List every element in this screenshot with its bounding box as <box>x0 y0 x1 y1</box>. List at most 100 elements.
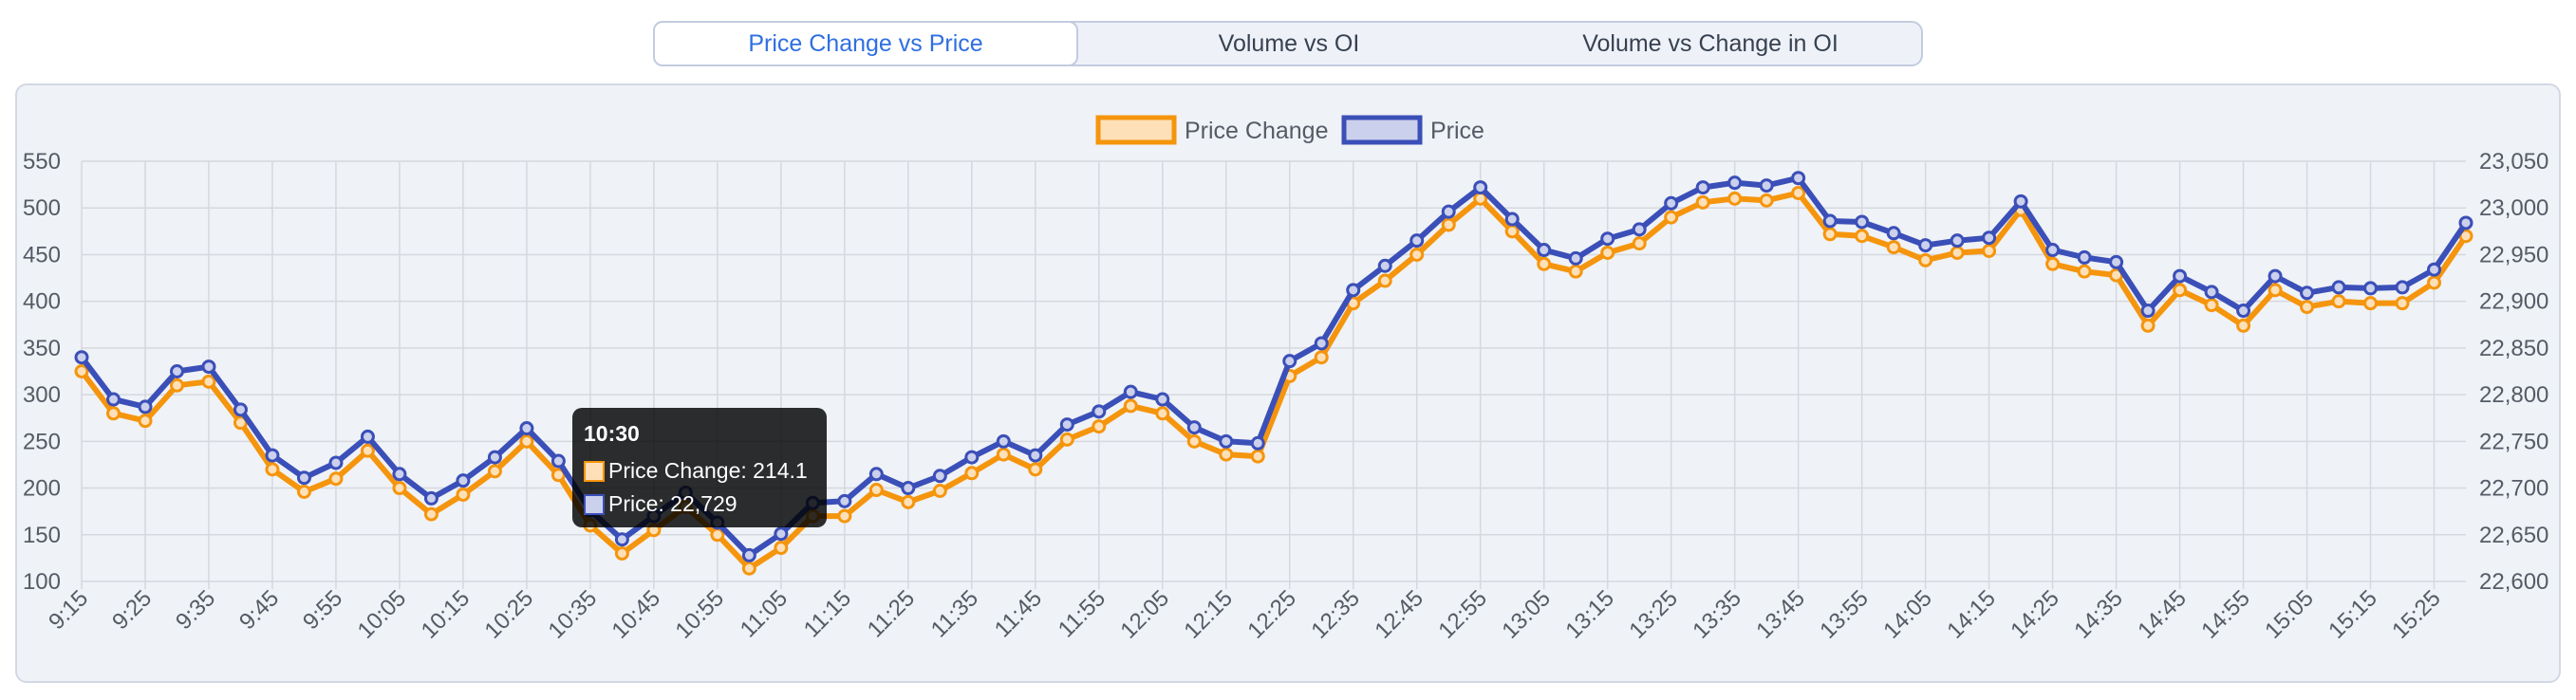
x-tick-label: 12:05 <box>1115 585 1174 644</box>
point-price-change <box>74 364 89 378</box>
point-price <box>1600 231 1615 247</box>
point-price-change <box>1504 224 1520 239</box>
point-price <box>1822 213 1838 229</box>
y-left-tick-label: 350 <box>23 336 61 361</box>
point-price-change <box>1855 229 1870 244</box>
point-price-change <box>1186 433 1202 449</box>
point-price-change <box>1727 191 1743 206</box>
point-price <box>2395 280 2410 295</box>
point-price <box>1886 226 1901 241</box>
point-price-change <box>138 414 153 429</box>
point-price-change <box>1314 350 1329 365</box>
point-price-change <box>2140 318 2156 333</box>
point-price <box>2458 215 2473 230</box>
legend-swatch-price[interactable] <box>1341 115 1423 145</box>
point-price-change <box>868 483 884 498</box>
y-axis-left-ticks: 550 500 450 400 350 300 250 200 150 100 <box>23 149 61 595</box>
y-right-tick-label: 22,800 <box>2479 382 2548 408</box>
x-tick-label: 10:25 <box>480 585 539 644</box>
x-tick-label: 12:35 <box>1306 585 1365 644</box>
point-price <box>837 493 852 508</box>
point-price-change <box>932 484 947 499</box>
y-left-tick-label: 250 <box>23 429 61 454</box>
series-line-price-change <box>79 190 2469 572</box>
point-price <box>74 350 89 365</box>
point-price <box>265 448 280 463</box>
x-tick-label: 11:35 <box>926 585 983 642</box>
legend-swatch-price-change[interactable] <box>1095 115 1177 145</box>
x-tick-label: 13:45 <box>1751 585 1810 644</box>
y-axis-right-ticks: 23,050 23,000 22,950 22,900 22,850 22,800 22,7… <box>2479 149 2548 595</box>
tooltip-swatch-price <box>584 493 605 515</box>
point-price-change <box>614 545 629 561</box>
point-price-change <box>1092 419 1107 434</box>
tooltip-row-price-change: Price Change: 214.1 <box>584 458 815 484</box>
point-price <box>2236 304 2251 319</box>
point-price-change <box>360 443 375 458</box>
point-price <box>2173 268 2188 284</box>
point-price <box>2204 285 2219 300</box>
point-price-change <box>1759 193 1774 208</box>
point-price <box>2300 286 2315 301</box>
tab-volume-vs-oi[interactable]: Volume vs OI <box>1218 29 1360 57</box>
point-price <box>2045 243 2061 258</box>
chart-tab-bar: Price Change vs Price Volume vs OI Volum… <box>653 21 1923 66</box>
x-tick-label: 14:15 <box>1942 585 2001 644</box>
point-price-change <box>2300 300 2315 315</box>
point-price <box>1282 354 1297 369</box>
x-tick-label: 14:35 <box>2069 585 2128 644</box>
tab-volume-vs-change-in-oi[interactable]: Volume vs Change in OI <box>1582 29 1839 57</box>
point-price-change <box>774 541 789 556</box>
x-tick-label: 9:25 <box>107 585 157 635</box>
tooltip-row-price: Price: 22,729 <box>584 491 815 517</box>
tooltip: 10:30 Price Change: 214.1 Price: 22,729 <box>572 408 827 527</box>
point-price <box>1759 178 1774 193</box>
x-axis-ticks: 9:15 9:25 9:35 9:45 9:55 10:05 10:15 10:25 10:35… <box>44 585 2446 644</box>
point-price-change <box>296 484 311 499</box>
point-price <box>392 467 407 482</box>
point-price-change <box>1123 398 1138 414</box>
point-price-change <box>964 466 980 481</box>
tooltip-price-change: Price Change: 214.1 <box>608 458 808 483</box>
point-price-change <box>2395 296 2410 311</box>
point-price <box>1727 175 1743 191</box>
x-tick-label: 15:05 <box>2260 585 2319 644</box>
point-price-change <box>169 378 184 393</box>
y-right-tick-label: 22,950 <box>2479 242 2548 267</box>
point-price <box>1695 180 1710 195</box>
point-price <box>1250 435 1265 451</box>
y-right-tick-label: 22,600 <box>2479 569 2548 595</box>
point-price <box>2109 254 2124 269</box>
x-tick-label: 14:45 <box>2133 585 2192 644</box>
point-price-change <box>2045 256 2061 271</box>
point-price <box>2427 262 2442 277</box>
x-tick-label: 9:35 <box>171 585 220 635</box>
point-price <box>456 473 471 488</box>
point-price <box>1314 336 1329 351</box>
x-tick-label: 10:55 <box>671 585 730 644</box>
point-price-change <box>1982 244 1997 259</box>
x-tick-label: 13:25 <box>1624 585 1683 644</box>
point-price <box>2268 268 2283 284</box>
point-price <box>1632 222 1647 237</box>
point-price <box>360 429 375 444</box>
x-tick-label: 10:15 <box>417 585 476 644</box>
y-left-tick-label: 550 <box>23 149 61 175</box>
y-right-tick-label: 23,000 <box>2479 195 2548 221</box>
point-price <box>1950 233 1965 249</box>
x-tick-label: 13:35 <box>1688 585 1746 644</box>
point-price-change <box>1632 236 1647 251</box>
tab-price-change-vs-price[interactable]: Price Change vs Price <box>653 21 1078 66</box>
point-price-change <box>1600 245 1615 260</box>
point-price-change <box>2236 318 2251 333</box>
y-left-tick-label: 300 <box>23 382 61 408</box>
y-right-tick-label: 22,850 <box>2479 336 2548 361</box>
point-price-change <box>837 508 852 524</box>
point-price-change <box>1695 194 1710 210</box>
point-price <box>1791 171 1806 186</box>
point-price <box>1855 214 1870 230</box>
point-price-change <box>201 374 216 389</box>
point-price <box>1123 384 1138 399</box>
x-tick-label: 11:25 <box>863 585 920 642</box>
